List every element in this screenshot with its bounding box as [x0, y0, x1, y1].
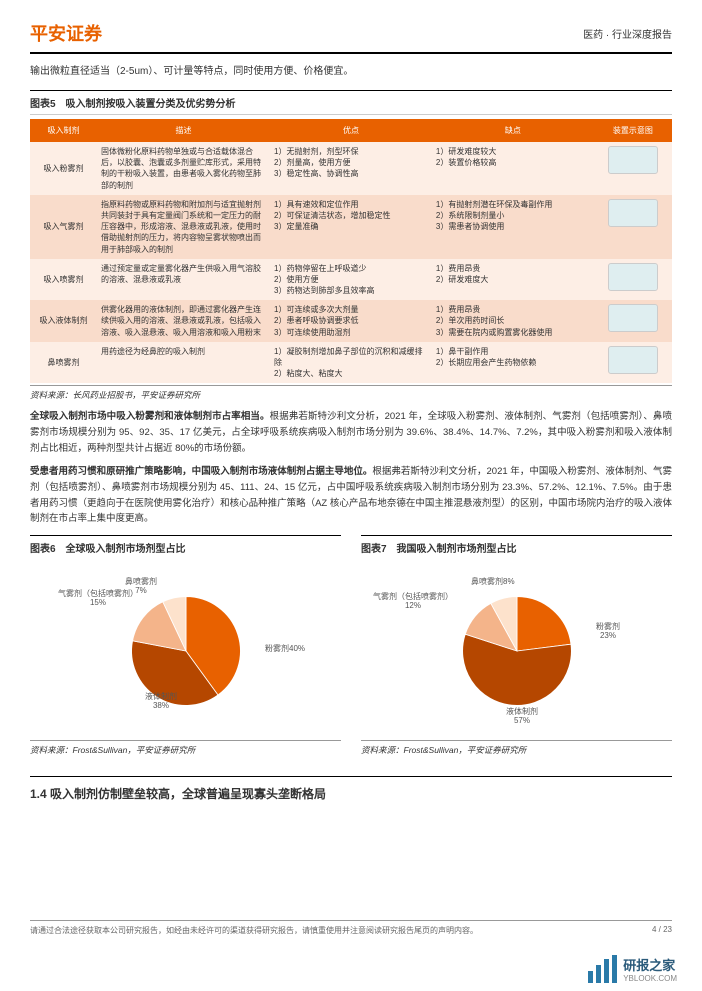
table-row: 鼻喷雾剂用药途径为经鼻腔的吸入制剂1）凝胶制剂增加鼻子部位的沉积和减缓排除2）粘… — [30, 342, 672, 384]
figure7-title: 图表7 我国吸入制剂市场剂型占比 — [361, 535, 672, 559]
page-number: 4 / 23 — [652, 925, 672, 936]
table-cell: 1）无抛射剂，剂型环保2）剂量高，使用方便3）稳定性高、协调性高 — [270, 142, 432, 195]
pie-label: 粉雾剂40% — [265, 645, 305, 654]
watermark-bars-icon — [588, 955, 617, 983]
table-cell: 固体微粉化原料药物单独或与合适载体混合后，以胶囊、泡囊或多剂量贮库形式，采用特制… — [97, 142, 270, 195]
device-image-placeholder — [608, 346, 658, 374]
figure5-source: 资料来源：长风药业招股书，平安证券研究所 — [30, 385, 672, 409]
footer-disclaimer: 请通过合法途径获取本公司研究报告，如经由未经许可的渠道获得研究报告，请慎重使用并… — [30, 925, 478, 936]
para2-lead: 受患者用药习惯和原研推广策略影响，中国吸入制剂市场液体制剂占据主导地位。 — [30, 466, 372, 477]
pie-label: 鼻喷雾剂7% — [125, 578, 157, 596]
report-category: 医药 · 行业深度报告 — [583, 26, 672, 41]
table-cell: 1）费用昂贵2）单次用药时间长3）需要在院内或购置雾化器使用 — [432, 300, 594, 342]
pie-label: 液体制剂38% — [145, 693, 177, 711]
watermark-cn: 研报之家 — [623, 955, 677, 974]
table-cell: 1）药物停留在上呼吸道少2）使用方便3）药物达到肺部多且效率高 — [270, 259, 432, 301]
device-image-placeholder — [608, 199, 658, 227]
table-cell: 1）具有速效和定位作用2）可保证清洁状态，增加稳定性3）定量准确 — [270, 195, 432, 259]
table-header: 缺点 — [432, 119, 594, 142]
paragraph-1: 全球吸入制剂市场中吸入粉雾剂和液体制剂市占率相当。根据弗若斯特沙利文分析，202… — [30, 409, 672, 456]
brand-logo: 平安证券 — [30, 20, 102, 46]
table-header: 吸入制剂 — [30, 119, 97, 142]
figure7-column: 图表7 我国吸入制剂市场剂型占比 粉雾剂23% 液体制剂57% 气雾剂（包括喷雾剂）… — [361, 535, 672, 764]
table-cell: 1）研发难度较大2）装置价格较高 — [432, 142, 594, 195]
table-header: 装置示意图 — [594, 119, 672, 142]
watermark-en: YBLOOK.COM — [623, 974, 677, 983]
table-row: 吸入气雾剂指原料药物或原料药物和附加剂与适宜抛射剂共同装封于具有定量阀门系统和一… — [30, 195, 672, 259]
paragraph-2: 受患者用药习惯和原研推广策略影响，中国吸入制剂市场液体制剂占据主导地位。根据弗若… — [30, 464, 672, 527]
pie-slice — [517, 596, 571, 650]
table-cell: 吸入气雾剂 — [30, 195, 97, 259]
table-row: 吸入粉雾剂固体微粉化原料药物单独或与合适载体混合后，以胶囊、泡囊或多剂量贮库形式… — [30, 142, 672, 195]
device-image-cell — [594, 195, 672, 259]
table-cell: 吸入液体制剂 — [30, 300, 97, 342]
table-cell: 鼻喷雾剂 — [30, 342, 97, 384]
device-image-cell — [594, 259, 672, 301]
table-cell: 1）凝胶制剂增加鼻子部位的沉积和减缓排除2）粘度大、粘度大 — [270, 342, 432, 384]
watermark: 研报之家 YBLOOK.COM — [588, 955, 677, 983]
page-header: 平安证券 医药 · 行业深度报告 — [30, 20, 672, 54]
table-row: 吸入喷雾剂通过预定量或定量雾化器产生供吸入用气溶胶的溶液、混悬液或乳液1）药物停… — [30, 259, 672, 301]
table-cell: 1）鼻干副作用2）长期应用会产生药物依赖 — [432, 342, 594, 384]
table-cell: 供雾化器用的液体制剂，即通过雾化器产生连续供吸入用的溶液、混悬液或乳液，包括吸入… — [97, 300, 270, 342]
table-cell: 通过预定量或定量雾化器产生供吸入用气溶胶的溶液、混悬液或乳液 — [97, 259, 270, 301]
figure6-title: 图表6 全球吸入制剂市场剂型占比 — [30, 535, 341, 559]
table-cell: 吸入粉雾剂 — [30, 142, 97, 195]
table-cell: 指原料药物或原料药物和附加剂与适宜抛射剂共同装封于具有定量阀门系统和一定压力的耐… — [97, 195, 270, 259]
intro-paragraph: 输出微粒直径适当（2-5um）、可计量等特点，同时使用方便、价格便宜。 — [30, 64, 672, 80]
device-image-placeholder — [608, 263, 658, 291]
device-image-cell — [594, 142, 672, 195]
figure6-source: 资料来源：Frost&Sullivan，平安证券研究所 — [30, 740, 341, 764]
table-cell: 吸入喷雾剂 — [30, 259, 97, 301]
table-cell: 用药途径为经鼻腔的吸入制剂 — [97, 342, 270, 384]
pie-label: 气雾剂（包括喷雾剂）12% — [373, 593, 453, 611]
para1-lead: 全球吸入制剂市场中吸入粉雾剂和液体制剂市占率相当。 — [30, 411, 270, 422]
figure5-title: 图表5 吸入制剂按吸入装置分类及优劣势分析 — [30, 90, 672, 115]
figure6-column: 图表6 全球吸入制剂市场剂型占比 粉雾剂40%液体制剂38%气雾剂（包括喷雾剂）… — [30, 535, 341, 764]
pie-label: 粉雾剂23% — [596, 623, 620, 641]
device-image-placeholder — [608, 146, 658, 174]
figure7-source: 资料来源：Frost&Sullivan，平安证券研究所 — [361, 740, 672, 764]
table-cell: 1）费用昂贵2）研发难度大 — [432, 259, 594, 301]
section-1-4-heading: 1.4 吸入制剂仿制壁垒较高，全球普遍呈现寡头垄断格局 — [30, 776, 672, 802]
device-image-placeholder — [608, 304, 658, 332]
pie-label: 鼻喷雾剂8% — [471, 578, 515, 587]
table-cell: 1）可连续或多次大剂量2）患者呼吸协调要求低3）可连续使用助湿剂 — [270, 300, 432, 342]
device-image-cell — [594, 300, 672, 342]
figure5-table: 吸入制剂描述优点缺点装置示意图 吸入粉雾剂固体微粉化原料药物单独或与合适载体混合… — [30, 119, 672, 383]
device-image-cell — [594, 342, 672, 384]
page-footer: 请通过合法途径获取本公司研究报告，如经由未经许可的渠道获得研究报告，请慎重使用并… — [30, 920, 672, 936]
table-header: 优点 — [270, 119, 432, 142]
pie-label: 液体制剂57% — [506, 708, 538, 726]
table-header: 描述 — [97, 119, 270, 142]
table-cell: 1）有抛射剂潜在环保及毒副作用2）系统限制剂量小3）需患者协调使用 — [432, 195, 594, 259]
table-row: 吸入液体制剂供雾化器用的液体制剂，即通过雾化器产生连续供吸入用的溶液、混悬液或乳… — [30, 300, 672, 342]
